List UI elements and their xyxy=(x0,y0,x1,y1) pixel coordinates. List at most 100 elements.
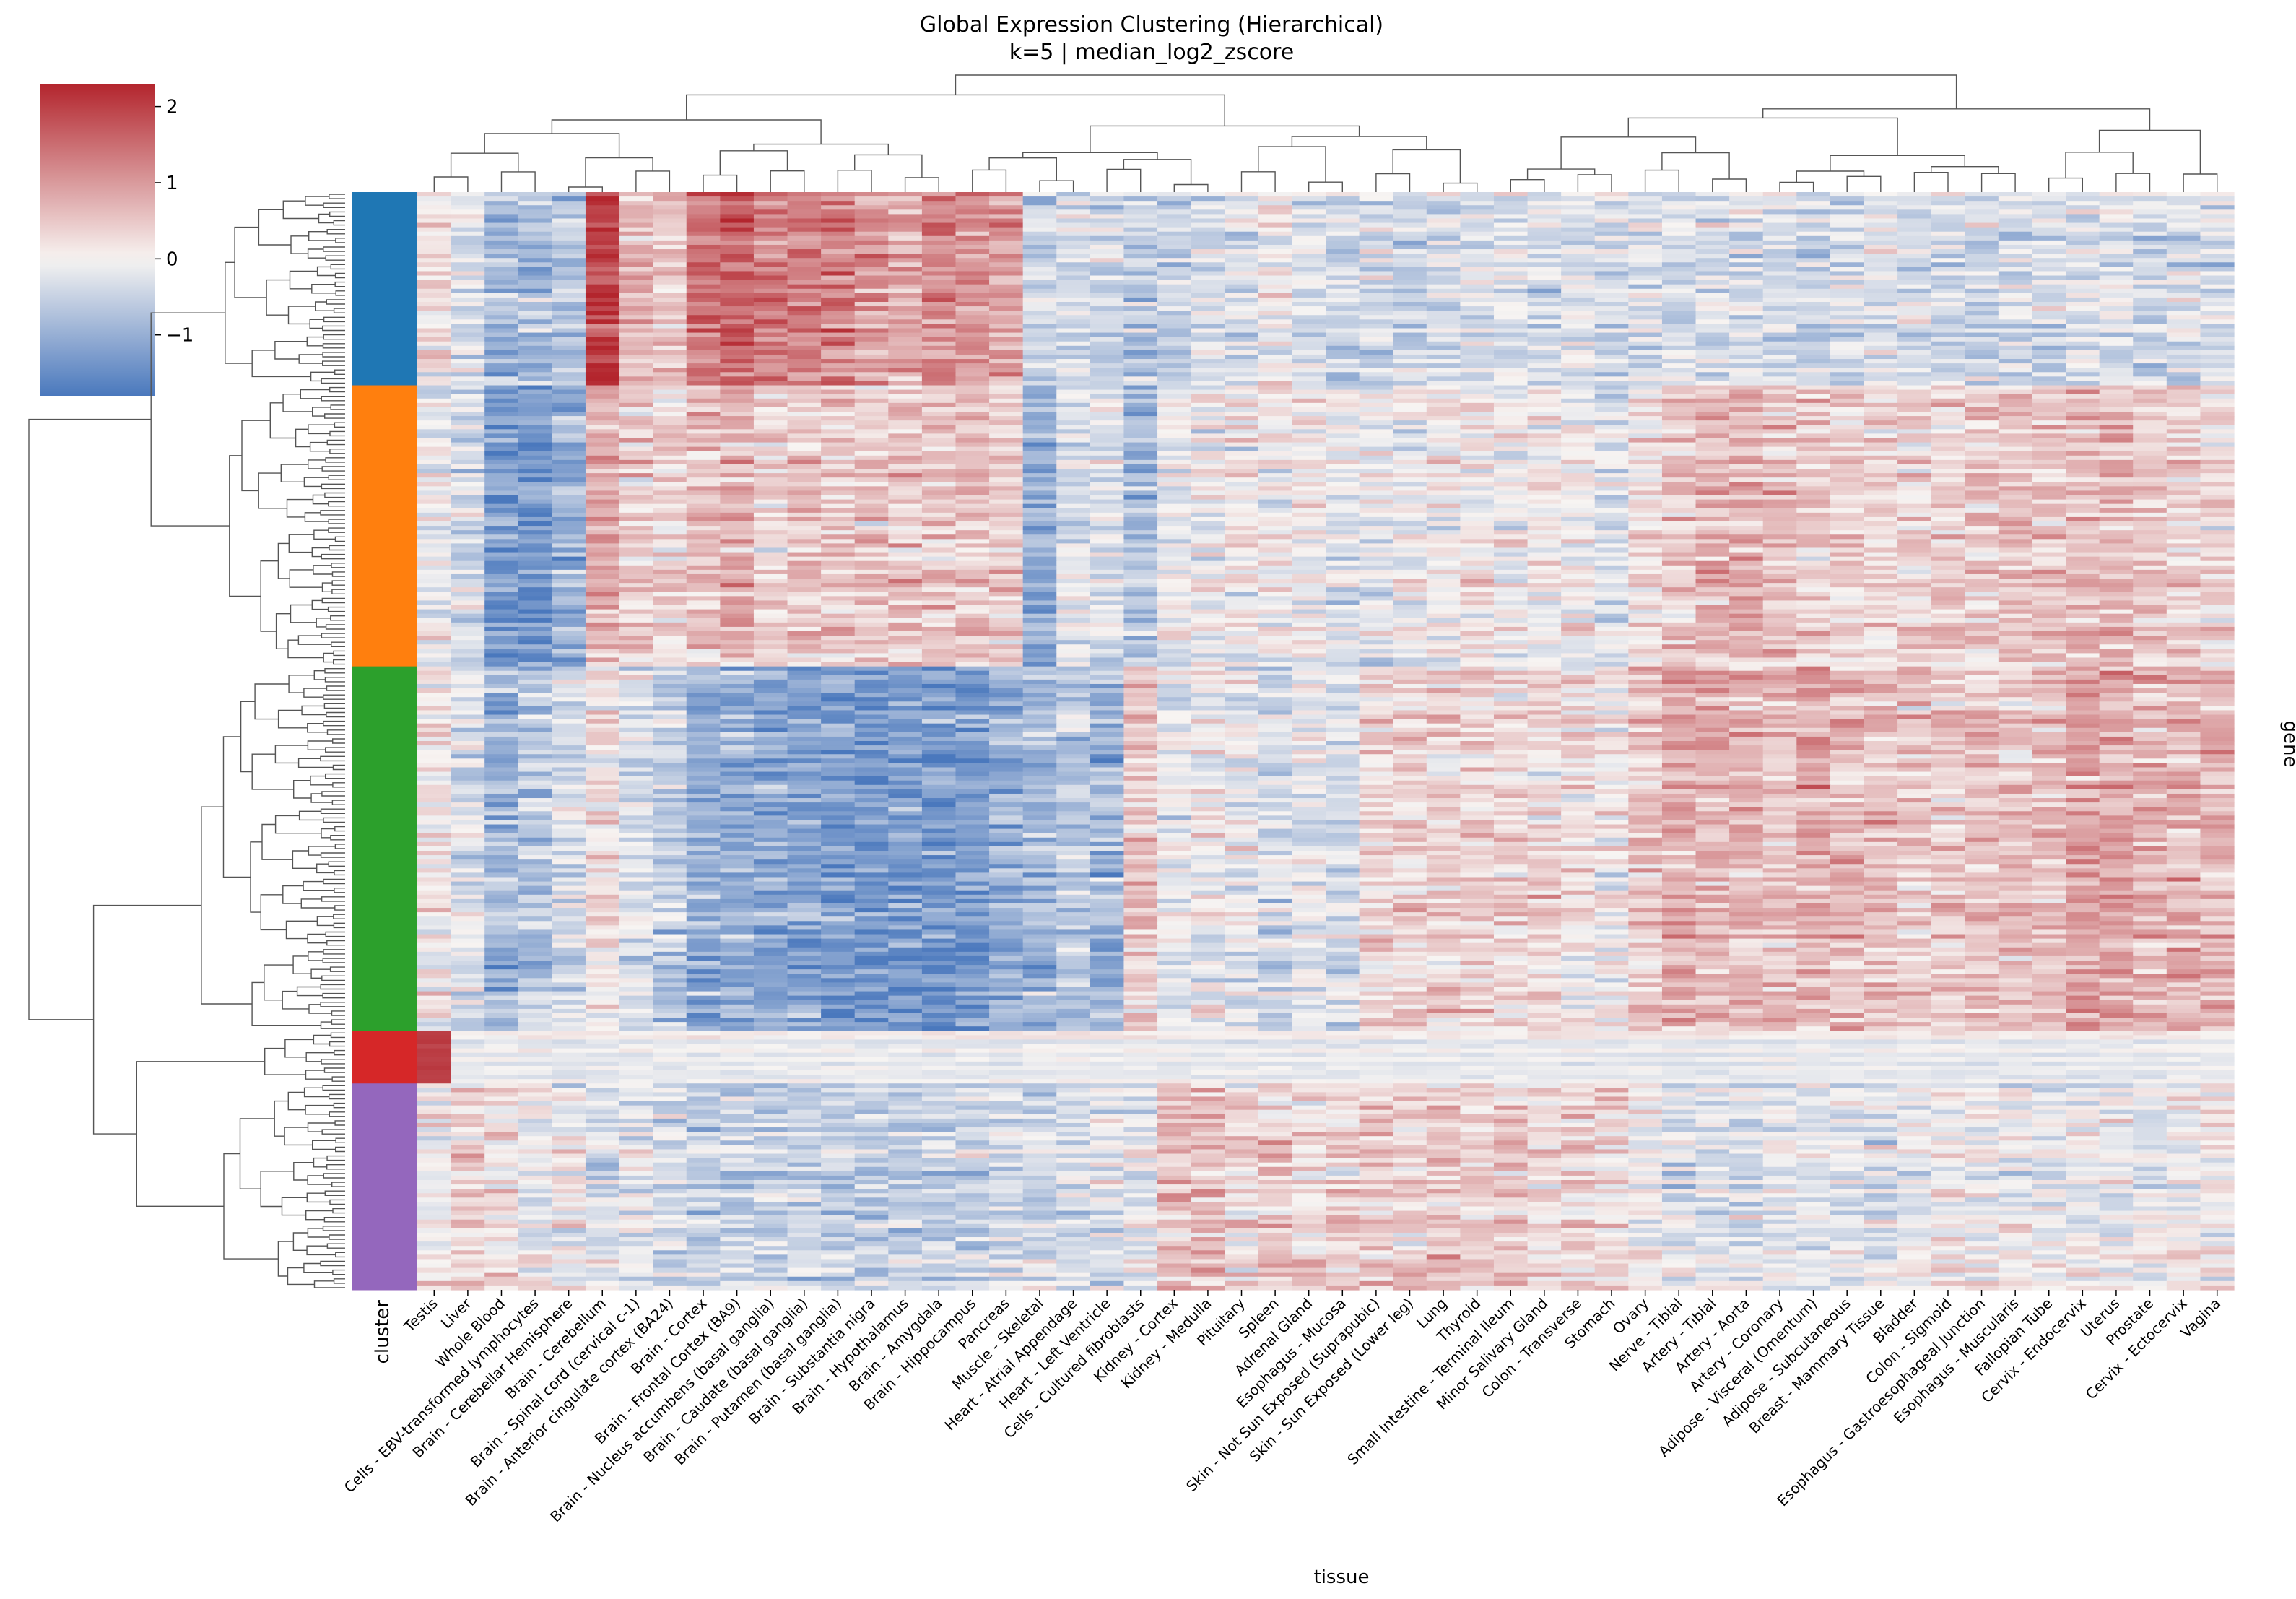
heatmap-cell xyxy=(1191,266,1225,272)
heatmap-cell xyxy=(1292,341,1326,347)
heatmap-cell xyxy=(1661,376,1697,382)
heatmap-cell xyxy=(1628,438,1663,443)
heatmap-cell xyxy=(1830,372,1865,377)
heatmap-cell xyxy=(484,275,519,281)
heatmap-cell xyxy=(1965,556,1999,562)
heatmap-cell xyxy=(1493,192,1529,197)
heatmap-cell xyxy=(1897,530,1932,535)
heatmap-cell xyxy=(484,464,519,469)
heatmap-cell xyxy=(1056,337,1091,342)
heatmap-cell xyxy=(1258,292,1292,298)
heatmap-cell xyxy=(989,499,1024,505)
heatmap-cell xyxy=(1527,381,1562,386)
heatmap-cell xyxy=(1090,446,1125,452)
heatmap-cell xyxy=(2066,407,2100,412)
heatmap-cell xyxy=(1931,534,1965,540)
heatmap-cell xyxy=(1931,280,1965,285)
heatmap-cell xyxy=(1022,372,1057,377)
heatmap-cell xyxy=(1359,235,1393,241)
heatmap-cell xyxy=(2200,512,2235,518)
heatmap-cell xyxy=(888,486,923,492)
heatmap-cell xyxy=(484,209,519,214)
heatmap-cell xyxy=(1897,201,1932,206)
heatmap-cell xyxy=(2133,547,2167,553)
heatmap-cell xyxy=(2133,218,2167,224)
heatmap-cell xyxy=(451,240,485,246)
heatmap-cell xyxy=(552,311,586,316)
heatmap-cell xyxy=(888,394,923,399)
heatmap-cell xyxy=(653,530,687,535)
heatmap-cell xyxy=(955,486,990,492)
heatmap-cell xyxy=(955,530,990,535)
heatmap-cell xyxy=(1056,205,1091,210)
heatmap-cell xyxy=(1830,235,1865,241)
heatmap-cell xyxy=(1393,477,1427,482)
heatmap-cell xyxy=(888,530,923,535)
heatmap-cell xyxy=(1326,192,1360,197)
heatmap-cell xyxy=(921,508,957,514)
heatmap-cell xyxy=(1393,240,1427,246)
heatmap-cell xyxy=(1393,490,1427,496)
dendrogram-link xyxy=(323,334,345,340)
heatmap-cell xyxy=(1931,556,1965,562)
dendrogram-link xyxy=(287,306,316,325)
heatmap-cell xyxy=(1527,477,1562,482)
heatmap-cell xyxy=(518,402,552,408)
heatmap-cell xyxy=(518,429,552,434)
heatmap-cell xyxy=(1326,412,1360,417)
heatmap-cell xyxy=(653,332,687,338)
heatmap-cell xyxy=(854,214,889,220)
heatmap-cell xyxy=(1561,473,1596,478)
heatmap-cell xyxy=(1426,469,1461,474)
heatmap-cell xyxy=(1123,402,1158,408)
heatmap-cell xyxy=(1897,482,1932,487)
heatmap-cell xyxy=(1661,328,1697,334)
heatmap-cell xyxy=(955,442,990,448)
heatmap-cell xyxy=(787,526,822,531)
dendrogram-link xyxy=(972,169,1007,192)
heatmap-cell xyxy=(1897,412,1932,417)
heatmap-cell xyxy=(1628,280,1663,285)
heatmap-cell xyxy=(1426,473,1461,478)
dendrogram-link xyxy=(321,378,345,384)
heatmap-cell xyxy=(619,526,653,531)
heatmap-cell xyxy=(989,503,1024,509)
heatmap-cell xyxy=(989,381,1024,386)
heatmap-cell xyxy=(787,244,822,250)
heatmap-cell xyxy=(2133,402,2167,408)
heatmap-cell xyxy=(619,196,653,202)
heatmap-cell xyxy=(451,288,485,294)
heatmap-cell xyxy=(1796,280,1831,285)
heatmap-cell xyxy=(2133,552,2167,558)
heatmap-cell xyxy=(1594,543,1629,549)
heatmap-cell xyxy=(1359,201,1393,206)
heatmap-cell xyxy=(686,292,721,298)
heatmap-cell xyxy=(1695,425,1730,430)
heatmap-cell xyxy=(1830,552,1865,558)
heatmap-cell xyxy=(1493,222,1529,228)
heatmap-cell xyxy=(1695,473,1730,478)
heatmap-cell xyxy=(1056,543,1091,549)
dendrogram-link xyxy=(305,196,329,206)
heatmap-cell xyxy=(1258,416,1292,421)
heatmap-cell xyxy=(1426,222,1461,228)
heatmap-cell xyxy=(653,534,687,540)
heatmap-cell xyxy=(1090,429,1125,434)
heatmap-cell xyxy=(484,315,519,320)
heatmap-cell xyxy=(955,372,990,377)
heatmap-cell xyxy=(888,490,923,496)
heatmap-cell xyxy=(451,499,485,505)
heatmap-cell xyxy=(1157,292,1192,298)
heatmap-cell xyxy=(1628,473,1663,478)
heatmap-cell xyxy=(1628,469,1663,474)
heatmap-cell xyxy=(518,499,552,505)
heatmap-cell xyxy=(1460,416,1495,421)
heatmap-cell xyxy=(888,534,923,540)
heatmap-cell xyxy=(2200,262,2235,267)
heatmap-cell xyxy=(720,284,755,290)
heatmap-cell xyxy=(619,569,653,575)
heatmap-cell xyxy=(753,231,788,237)
heatmap-cell xyxy=(753,235,788,241)
heatmap-cell xyxy=(585,244,620,250)
heatmap-cell xyxy=(1359,389,1393,395)
